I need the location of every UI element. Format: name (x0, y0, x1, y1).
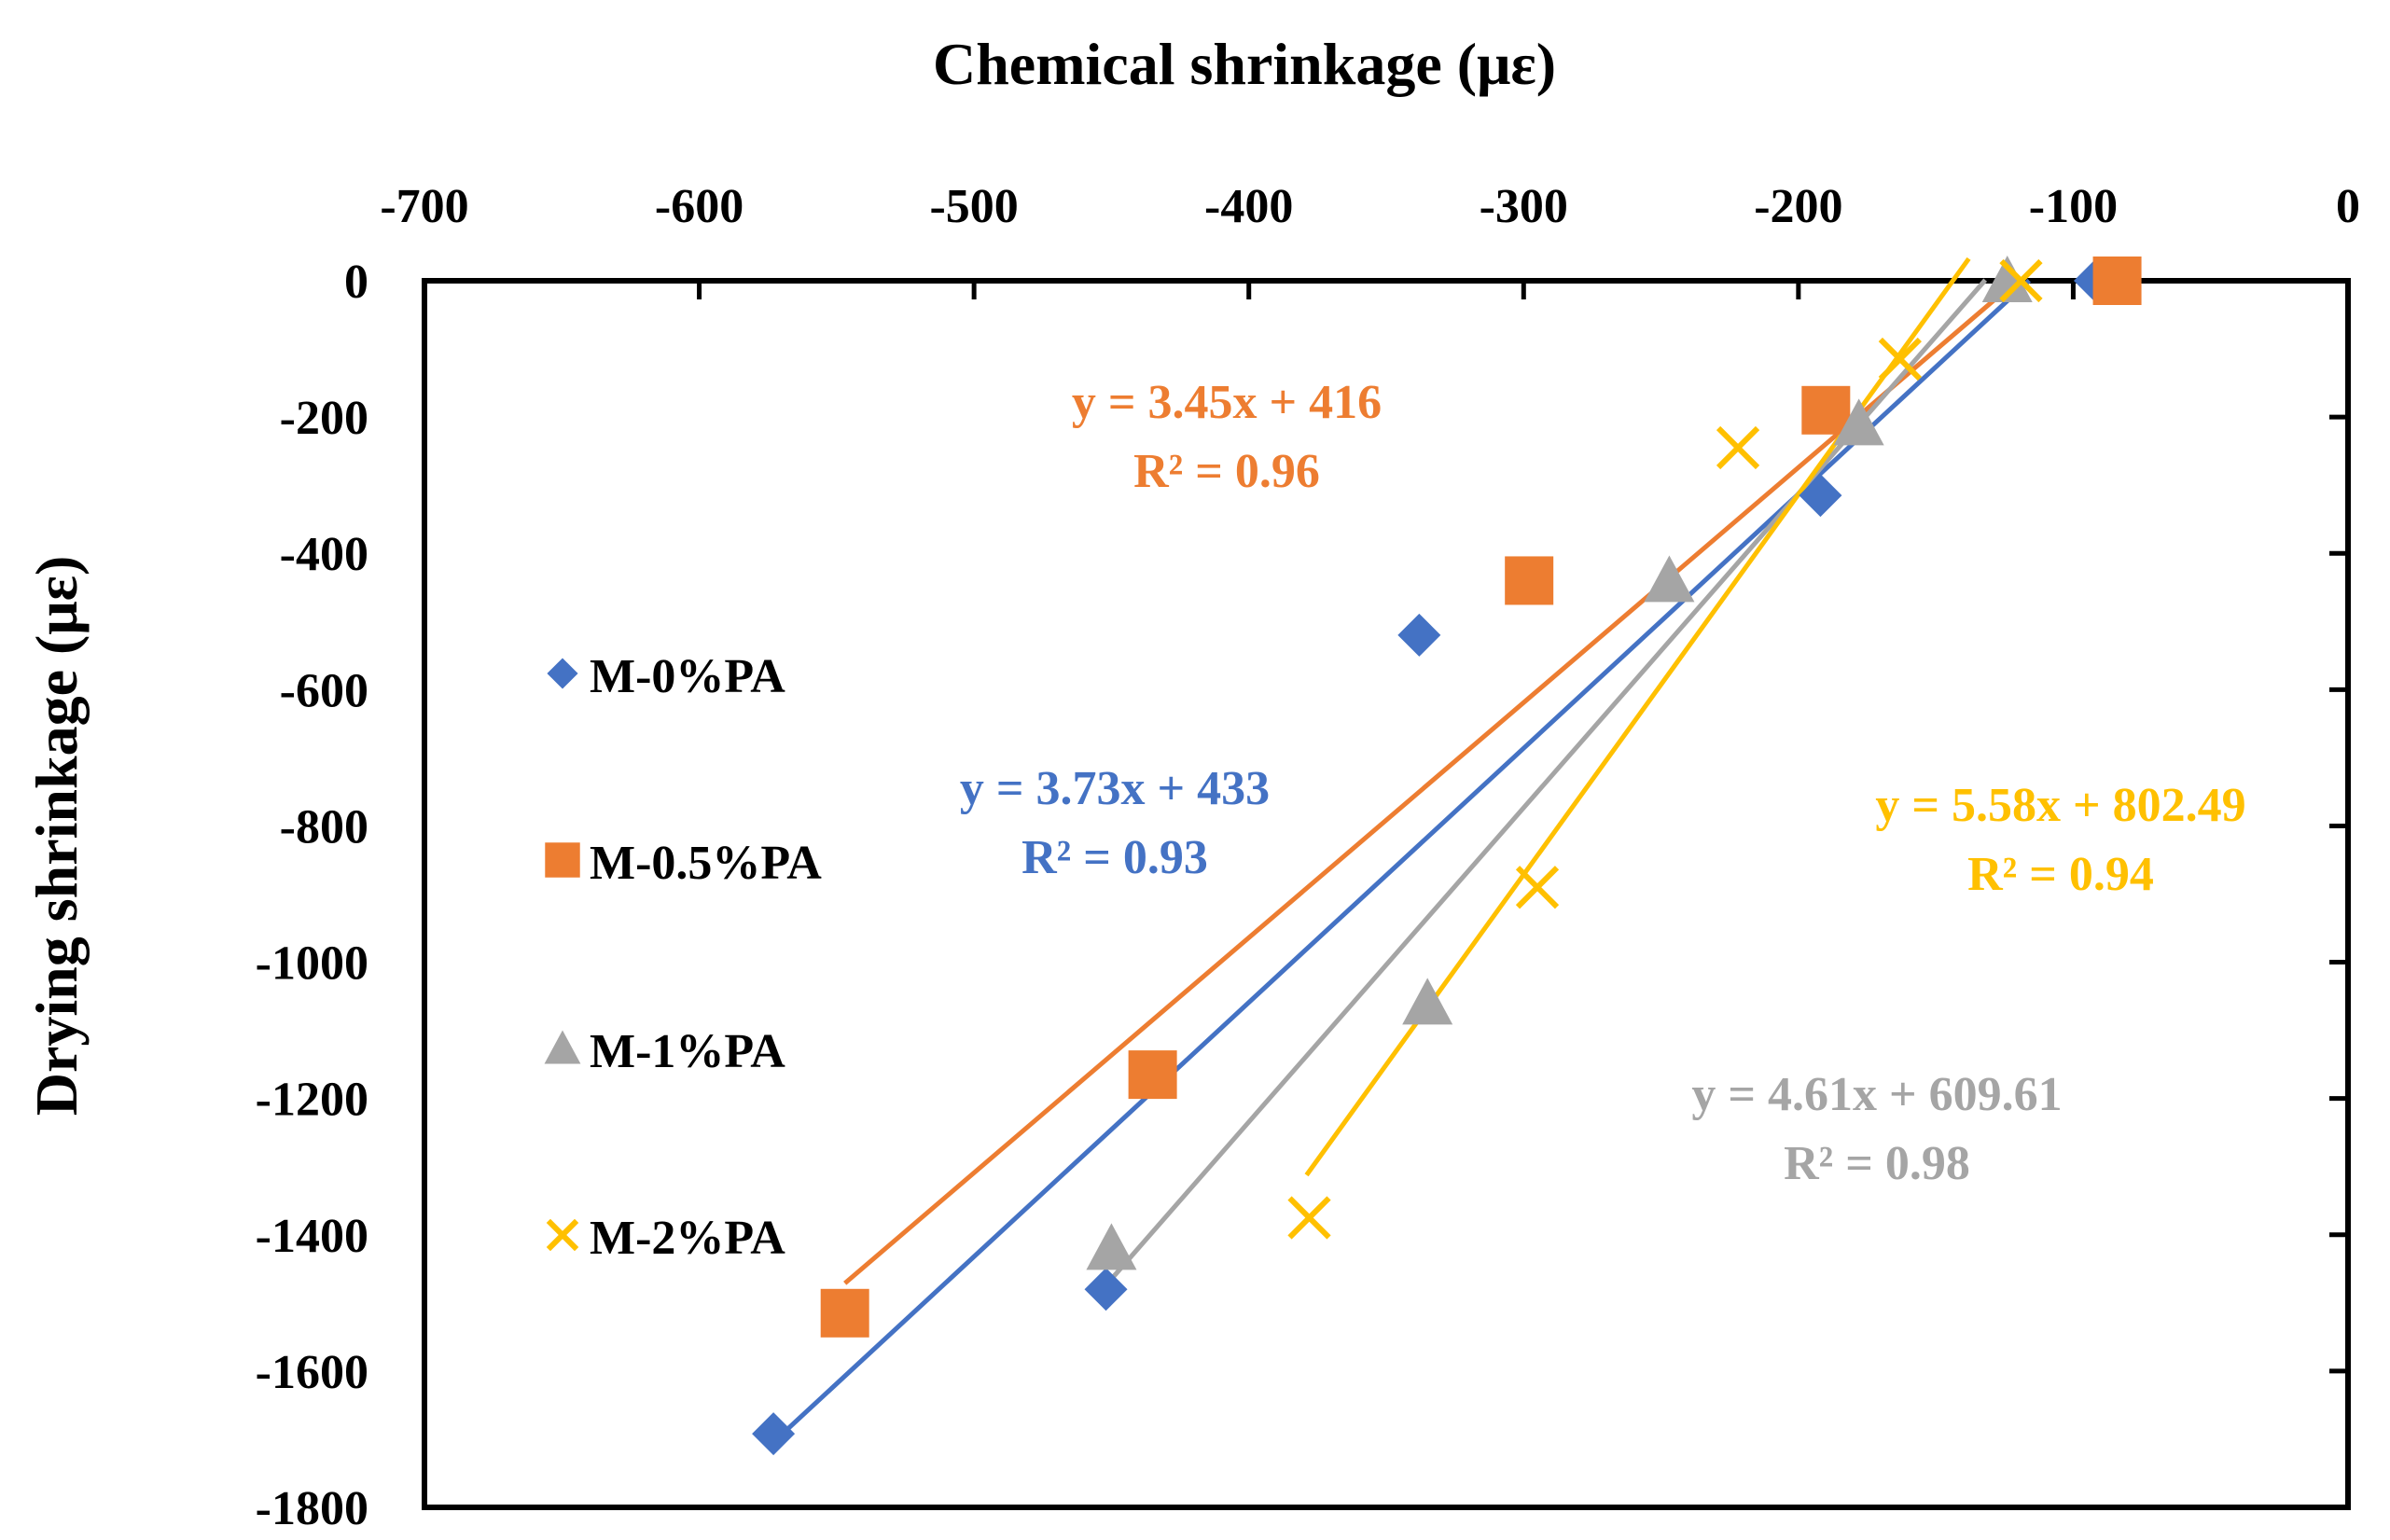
y-tick-label: -1600 (256, 1346, 368, 1399)
trendline (1304, 257, 1971, 1177)
marker-stroke (1287, 1196, 1331, 1240)
legend-label: M-0%PA (590, 650, 785, 703)
data-point (1397, 613, 1441, 657)
legend-label: M-0.5%PA (590, 837, 822, 890)
data-point (820, 1288, 869, 1338)
x-tick-label: -200 (1754, 180, 1842, 233)
data-point (1084, 1268, 1128, 1311)
r-squared-text: R² = 0.98 (1784, 1137, 1970, 1190)
plot-layer: -700 -600 -500 -400 -300 -200 -100 00-200-400-6… (256, 180, 2360, 1535)
legend-marker-shape (546, 1218, 579, 1252)
y-tick-label: -1800 (256, 1482, 368, 1535)
data-point (1287, 1196, 1331, 1240)
legend-item-m-2pa: M-2%PA (546, 1212, 785, 1265)
r-squared-text: R² = 0.96 (1133, 445, 1320, 498)
y-tick-label: -200 (280, 392, 368, 445)
y-tick-label: -1200 (256, 1074, 368, 1127)
legend-item-m-1pa: M-1%PA (544, 1025, 785, 1078)
x-tick-label: -600 (655, 180, 743, 233)
x-tick-label: -400 (1204, 180, 1293, 233)
y-tick-label: -1400 (256, 1210, 368, 1263)
legend: M-0%PA M-0.5%PA M-1%PA M-2%PA (544, 650, 822, 1265)
y-tick-label: -800 (280, 800, 368, 853)
y-tick-label: 0 (344, 256, 368, 309)
equation-m-2pa: y = 5.58x + 802.49 R² = 0.94 (1875, 779, 2245, 901)
x-tick-label: -700 (380, 180, 468, 233)
x-tick-label: -100 (2029, 180, 2118, 233)
y-tick-label: -1000 (256, 937, 368, 991)
data-point (1515, 866, 1560, 909)
data-point (1086, 1223, 1137, 1270)
data-point (1801, 385, 1851, 435)
legend-marker-square-icon (545, 842, 580, 878)
r-squared-text: R² = 0.93 (1021, 831, 1208, 884)
legend-label: M-2%PA (590, 1212, 785, 1265)
equation-m-1pa: y = 4.61x + 609.61 R² = 0.98 (1691, 1068, 2062, 1190)
marker-stroke (1878, 337, 1922, 382)
trendline (1109, 278, 1988, 1281)
data-point (1878, 337, 1922, 382)
legend-marker-x-icon (546, 1218, 579, 1252)
equation-m-0pa: y = 3.73x + 433 R² = 0.93 (960, 762, 1270, 884)
legend-marker-shape (547, 658, 578, 689)
data-point (1128, 1050, 1177, 1100)
x-tick-label: -300 (1480, 180, 1568, 233)
equation-text: y = 5.58x + 802.49 (1875, 779, 2245, 832)
marker-stroke (546, 1218, 579, 1252)
legend-marker-triangle-icon (544, 1030, 581, 1064)
y-tick-label: -600 (280, 664, 368, 717)
x-tick-label: 0 (2336, 180, 2360, 233)
equation-text: y = 3.73x + 433 (960, 762, 1270, 815)
data-point (2092, 257, 2142, 305)
marker-stroke (1716, 425, 1760, 470)
legend-marker-diamond-icon (547, 658, 578, 689)
legend-marker-shape (545, 842, 580, 878)
trendline (771, 278, 2031, 1444)
data-point (1644, 555, 1695, 603)
data-point (1716, 425, 1760, 470)
equation-text: y = 3.45x + 416 (1072, 376, 1382, 429)
data-point (1981, 256, 2033, 302)
equation-text: y = 4.61x + 609.61 (1691, 1068, 2062, 1121)
equation-m-05pa: y = 3.45x + 416 R² = 0.96 (1072, 376, 1382, 498)
legend-marker-shape (544, 1030, 581, 1064)
y-tick-label: -400 (280, 528, 368, 581)
data-point (1799, 474, 1842, 518)
data-point (1505, 556, 1554, 605)
data-point (1999, 258, 2043, 303)
x-tick-label: -500 (929, 180, 1018, 233)
legend-label: M-1%PA (590, 1025, 785, 1078)
legend-item-m-05pa: M-0.5%PA (545, 837, 822, 890)
r-squared-text: R² = 0.94 (1967, 848, 2154, 901)
legend-item-m-0pa: M-0%PA (547, 650, 785, 703)
data-point (752, 1412, 796, 1456)
marker-stroke (1999, 258, 2043, 303)
plot-area-frame (422, 278, 2351, 1510)
data-point (1833, 398, 1884, 446)
trendline (843, 280, 2018, 1285)
marker-stroke (1515, 866, 1560, 909)
y-axis-title: Drying shrinkage (με) (23, 556, 90, 1117)
data-point (1402, 978, 1453, 1025)
x-axis-title: Chemical shrinkage (με) (933, 31, 1556, 97)
